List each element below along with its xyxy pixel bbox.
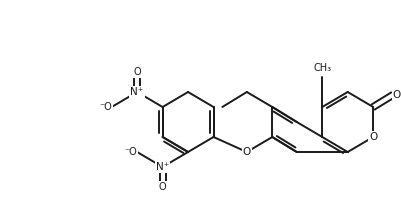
Text: O: O bbox=[243, 147, 251, 157]
Text: O: O bbox=[369, 132, 377, 142]
Text: N⁺: N⁺ bbox=[130, 87, 144, 97]
Text: N⁺: N⁺ bbox=[156, 162, 169, 172]
Text: ⁻O: ⁻O bbox=[124, 147, 137, 157]
Text: ⁻O: ⁻O bbox=[99, 102, 111, 112]
Text: O: O bbox=[133, 67, 141, 77]
Text: O: O bbox=[159, 182, 166, 192]
Text: CH₃: CH₃ bbox=[313, 63, 331, 73]
Text: O: O bbox=[393, 90, 401, 100]
